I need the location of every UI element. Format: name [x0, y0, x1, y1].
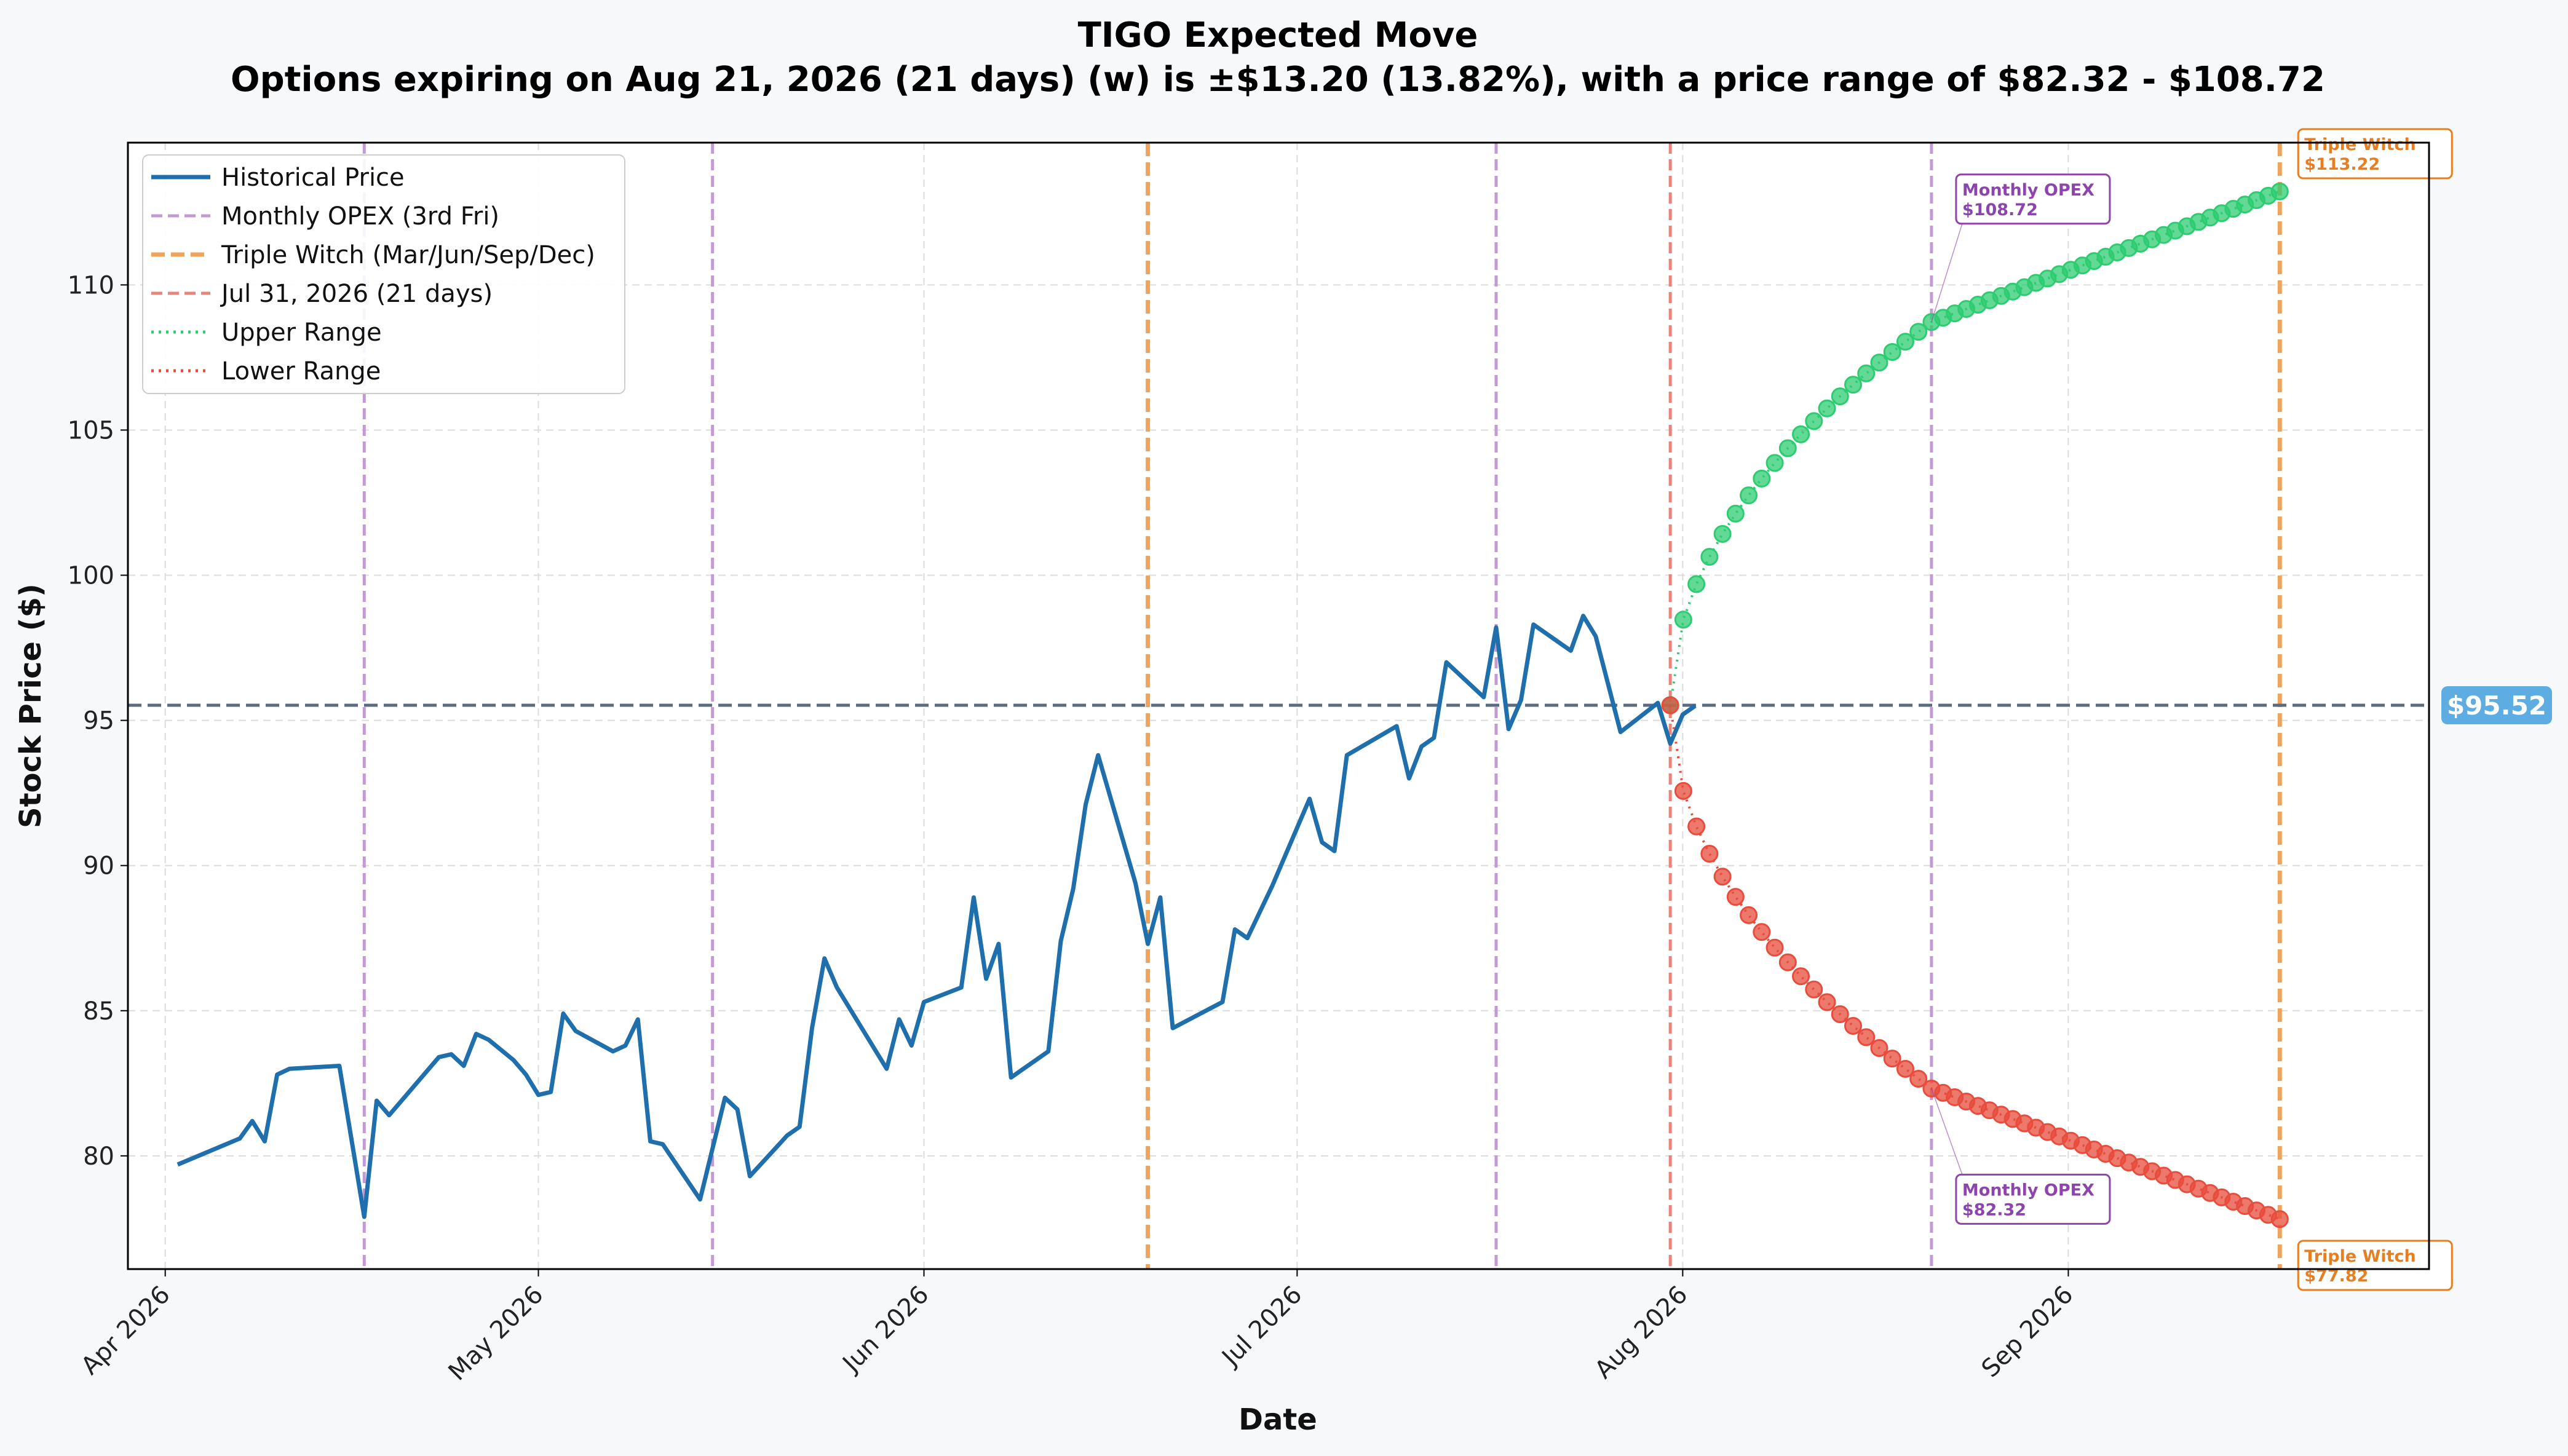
x-tick-label: May 2026 — [443, 1281, 549, 1387]
expected-range — [1661, 182, 2289, 1228]
upper-range-point — [1700, 548, 1719, 566]
y-tick-label: 110 — [68, 271, 114, 299]
upper-range-point — [1909, 323, 1928, 341]
upper-range-point — [1896, 333, 1914, 351]
gridlines — [128, 143, 2429, 1269]
historical-price — [176, 614, 1697, 1219]
y-axis-label: Stock Price ($) — [14, 584, 48, 828]
upper-range-point — [1740, 486, 1758, 505]
upper-range-point — [1726, 504, 1745, 523]
x-tick-label: Jun 2026 — [836, 1281, 935, 1379]
legend-label: Historical Price — [221, 164, 405, 192]
y-tick-label: 80 — [83, 1142, 114, 1171]
lower-range-point — [1818, 993, 1836, 1011]
upper-range-point — [1766, 454, 1784, 472]
annotation-pointer — [1931, 223, 1963, 323]
upper-range-point — [1674, 611, 1692, 629]
lower-range-point — [1831, 1005, 1849, 1024]
lower-range-point — [1740, 906, 1758, 924]
legend-label: Monthly OPEX (3rd Fri) — [221, 202, 499, 231]
x-axis-label: Date — [1238, 1403, 1317, 1437]
upper-range-point — [1818, 399, 1836, 417]
upper-range-point — [1713, 524, 1732, 543]
x-tick-label: Sep 2026 — [1976, 1281, 2079, 1383]
current-price-label: $95.52 — [2447, 690, 2546, 721]
lower-range-point — [1674, 781, 1692, 800]
x-tick-label: Apr 2026 — [76, 1281, 175, 1380]
lower-range-point — [1870, 1039, 1888, 1058]
annotation-title: Monthly OPEX — [1962, 1181, 2094, 1200]
x-tick-label: Aug 2026 — [1590, 1281, 1694, 1385]
upper-range-point — [1870, 354, 1888, 372]
legend: Historical Price Monthly OPEX (3rd Fri) Tr… — [142, 154, 625, 394]
annotation-title: Triple Witch — [2304, 1247, 2416, 1266]
upper-range-point — [2270, 182, 2289, 200]
lower-range-point — [1844, 1017, 1862, 1035]
annotation-pointer — [1931, 1088, 1963, 1175]
upper-range-point — [1857, 364, 1876, 382]
lower-range-point — [1687, 817, 1706, 836]
annotation-box — [1955, 1173, 2111, 1225]
legend-label: Upper Range — [221, 318, 382, 347]
current-price-line: $95.52 — [128, 686, 2552, 725]
y-tick-label: 95 — [83, 707, 114, 735]
legend-box — [142, 154, 625, 394]
lower-range-point — [1792, 967, 1810, 986]
annotation-title: Monthly OPEX — [1962, 181, 2094, 200]
legend-label: Lower Range — [221, 357, 381, 386]
annotation-value: $113.22 — [2304, 155, 2380, 174]
upper-range-point — [1805, 412, 1823, 430]
y-tick-label: 90 — [83, 852, 114, 880]
y-tick-label: 100 — [68, 562, 114, 590]
chart-subtitle: Options expiring on Aug 21, 2026 (21 day… — [231, 60, 2325, 100]
lower-range-point — [1778, 953, 1797, 971]
upper-range-point — [1778, 439, 1797, 457]
y-tick-label: 105 — [68, 416, 114, 445]
plot-frame — [127, 141, 2430, 1270]
annotation-value: $108.72 — [1962, 200, 2038, 220]
lower-range-point — [1700, 844, 1719, 863]
upper-range-point — [1831, 387, 1849, 406]
current-price-badge — [2441, 686, 2552, 725]
annotation-box — [2297, 1240, 2453, 1291]
lower-range-point — [1713, 868, 1732, 886]
lower-range-point — [1766, 938, 1784, 957]
upper-range-point — [1883, 342, 1901, 361]
upper-range-point — [1792, 425, 1810, 443]
upper-range-point — [1844, 376, 1862, 394]
lower-range-point — [1883, 1050, 1901, 1068]
lower-range-point — [1909, 1070, 1928, 1088]
annotation-title: Triple Witch — [2304, 135, 2416, 154]
legend-label: Triple Witch (Mar/Jun/Sep/Dec) — [221, 241, 595, 269]
lower-range-point — [1753, 923, 1771, 941]
x-tick-label: Jul 2026 — [1216, 1281, 1308, 1373]
annotation-box — [2297, 128, 2453, 180]
historical-price-line — [176, 614, 1697, 1219]
lower-range-point — [1726, 888, 1745, 906]
y-tick-label: 85 — [83, 997, 114, 1026]
annotation-value: $82.32 — [1962, 1200, 2026, 1219]
annotation-box — [1955, 173, 2111, 225]
chart-title: TIGO Expected Move — [1078, 15, 1478, 55]
lower-range-point — [1896, 1059, 1914, 1078]
lower-range-point — [1661, 696, 1679, 714]
lower-range-point — [2270, 1210, 2289, 1228]
lower-range-point — [1857, 1028, 1876, 1046]
upper-range-point — [1753, 469, 1771, 488]
upper-range-point — [1687, 575, 1706, 593]
lower-range-point — [1805, 980, 1823, 999]
legend-label: Jul 31, 2026 (21 days) — [220, 280, 493, 308]
